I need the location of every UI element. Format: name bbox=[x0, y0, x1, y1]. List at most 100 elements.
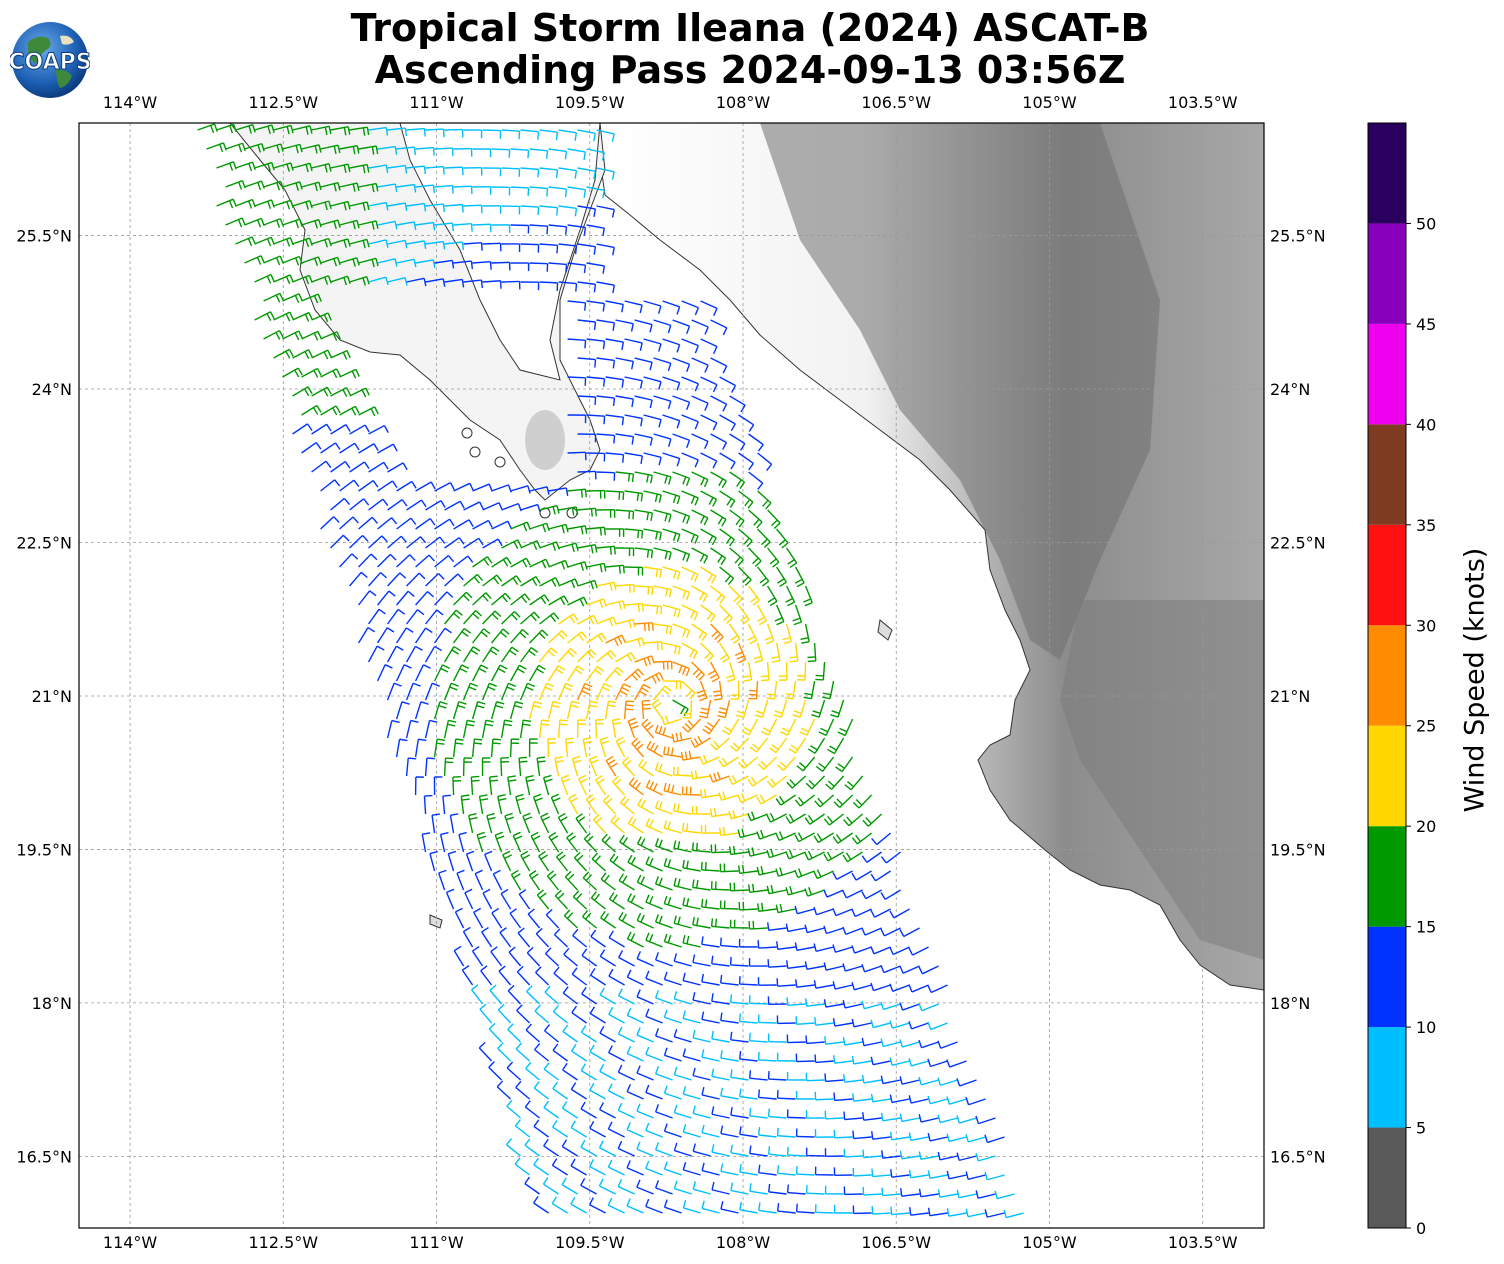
wind-barb bbox=[581, 948, 597, 967]
colorbar-tick: 45 bbox=[1416, 315, 1436, 334]
wind-barb bbox=[519, 682, 536, 701]
wind-barb bbox=[301, 218, 322, 229]
wind-barb bbox=[525, 775, 535, 796]
wind-barb bbox=[767, 547, 780, 568]
wind-barb bbox=[547, 665, 566, 682]
wind-barb bbox=[908, 1095, 929, 1104]
wind-barb bbox=[491, 556, 512, 568]
wind-barb bbox=[918, 1114, 939, 1123]
wind-barb bbox=[775, 903, 796, 914]
wind-barb bbox=[654, 838, 673, 853]
wind-barb bbox=[681, 718, 702, 733]
wind-barb bbox=[551, 1196, 568, 1214]
wind-barb bbox=[636, 836, 654, 853]
wind-barb bbox=[586, 632, 607, 644]
wind-barb bbox=[984, 1134, 1005, 1144]
wind-barb bbox=[473, 907, 484, 929]
wind-barb bbox=[757, 940, 777, 949]
wind-barb bbox=[804, 924, 825, 934]
wind-barb bbox=[788, 737, 807, 754]
wind-barb bbox=[861, 927, 882, 936]
wind-barb bbox=[805, 1072, 825, 1082]
wind-barb bbox=[453, 147, 473, 157]
wind-barb bbox=[654, 1104, 673, 1119]
wind-barb bbox=[462, 719, 476, 739]
wind-barb bbox=[507, 1023, 522, 1043]
wind-barb bbox=[626, 931, 644, 948]
wind-barb bbox=[775, 831, 796, 842]
wind-barb bbox=[719, 937, 739, 948]
wind-barb bbox=[396, 258, 417, 268]
lon-tick-label: 112.5°W bbox=[248, 93, 318, 112]
wind-barb bbox=[330, 238, 351, 248]
wind-barb bbox=[760, 718, 778, 736]
wind-barb bbox=[561, 1177, 578, 1195]
wind-barb bbox=[899, 1150, 920, 1160]
wind-barb bbox=[377, 183, 398, 193]
wind-barb bbox=[596, 581, 617, 592]
wind-barb bbox=[463, 573, 484, 587]
wind-barb bbox=[662, 376, 681, 391]
wind-barb bbox=[624, 338, 643, 351]
colorbar-tick: 0 bbox=[1416, 1219, 1426, 1238]
wind-barb bbox=[654, 1028, 673, 1043]
wind-barb bbox=[636, 874, 654, 891]
wind-barb bbox=[720, 974, 739, 986]
wind-barb bbox=[387, 462, 408, 473]
wind-barb bbox=[692, 916, 711, 929]
wind-barb bbox=[673, 1142, 692, 1157]
wind-barb bbox=[449, 813, 459, 834]
wind-barb bbox=[339, 368, 360, 379]
wind-barb bbox=[870, 1056, 891, 1066]
wind-barb bbox=[349, 461, 370, 473]
wind-barb bbox=[729, 882, 749, 892]
wind-barb bbox=[766, 585, 778, 607]
wind-barb bbox=[311, 200, 332, 211]
wind-barb bbox=[547, 700, 561, 720]
wind-barb bbox=[729, 585, 743, 605]
wind-barb bbox=[349, 387, 370, 398]
colorbar-bin bbox=[1368, 123, 1406, 224]
wind-barb bbox=[358, 406, 379, 417]
lon-tick-label: 109.5°W bbox=[555, 93, 625, 112]
wind-barb bbox=[501, 243, 521, 252]
wind-barb bbox=[624, 490, 644, 502]
wind-barb bbox=[557, 682, 574, 701]
wind-barb bbox=[871, 1206, 891, 1215]
wind-barb bbox=[576, 682, 593, 701]
wind-barb bbox=[634, 395, 653, 409]
wind-barb bbox=[273, 311, 294, 322]
wind-barb bbox=[700, 300, 718, 316]
wind-barb bbox=[311, 423, 332, 435]
wind-barb bbox=[339, 442, 360, 454]
wind-barb bbox=[482, 574, 503, 587]
wind-barb bbox=[552, 1043, 568, 1062]
wind-barb bbox=[784, 680, 797, 700]
wind-barb bbox=[692, 1143, 711, 1157]
wind-barb bbox=[406, 572, 426, 587]
wind-barb bbox=[529, 594, 550, 606]
wind-barb bbox=[465, 850, 475, 872]
wind-barb bbox=[535, 927, 550, 948]
wind-barb bbox=[710, 471, 727, 489]
wind-barb bbox=[728, 775, 749, 786]
wind-barb bbox=[623, 700, 635, 720]
wind-barb bbox=[767, 1146, 787, 1157]
wind-barb bbox=[757, 977, 777, 986]
wind-barb bbox=[599, 736, 610, 758]
colorbar-tick: 20 bbox=[1416, 817, 1436, 836]
wind-barb bbox=[851, 1055, 872, 1065]
wind-barb bbox=[749, 1107, 768, 1119]
wind-barb bbox=[567, 262, 587, 274]
wind-barb bbox=[710, 844, 730, 854]
wind-barb bbox=[396, 554, 416, 568]
wind-barb bbox=[624, 414, 643, 427]
wind-barb bbox=[617, 1102, 635, 1119]
wind-barb bbox=[599, 987, 616, 1005]
wind-barb bbox=[585, 700, 599, 720]
wind-barb bbox=[880, 889, 901, 900]
wind-barb bbox=[282, 367, 303, 378]
wind-barb bbox=[663, 1047, 682, 1062]
wind-barb bbox=[570, 1120, 587, 1138]
wind-barb bbox=[701, 973, 720, 986]
